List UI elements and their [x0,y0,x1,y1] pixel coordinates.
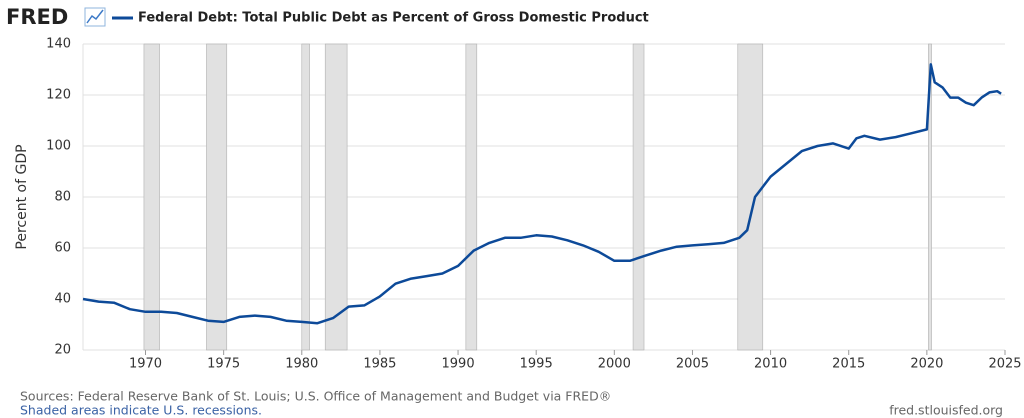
recession [737,43,764,351]
recession [206,43,228,351]
logo: FRED [6,5,68,29]
y-axis-label: Percent of GDP [14,144,30,249]
y-tick-label: 120 [46,88,71,103]
y-tick-label: 80 [54,190,71,205]
y-tick-label: 20 [54,343,71,358]
y-tick-label: 100 [46,139,71,154]
y-tick-label: 140 [46,37,71,52]
x-tick-label: 2005 [676,357,709,372]
y-tick-label: 40 [54,292,71,307]
recession [143,43,160,351]
x-tick-label: 1970 [129,357,162,372]
note: Shaded areas indicate U.S. recessions. [20,403,262,418]
x-tick-label: 2020 [910,357,943,372]
recession [632,43,645,351]
x-tick-label: 2025 [988,357,1021,372]
recession [324,43,348,351]
x-tick-label: 2015 [832,357,865,372]
site: fred.stlouisfed.org [889,403,1003,418]
x-tick-label: 2010 [754,357,787,372]
x-tick-label: 1995 [520,357,553,372]
x-tick-label: 1975 [207,357,240,372]
x-tick-label: 1980 [285,357,318,372]
source: Sources: Federal Reserve Bank of St. Lou… [20,389,611,404]
y-tick-label: 60 [54,241,71,256]
legend-label: Federal Debt: Total Public Debt as Perce… [138,11,649,26]
logo-icon [84,7,106,27]
recession [301,43,310,351]
recession [465,43,478,351]
x-tick-label: 1985 [363,357,396,372]
recession [928,43,932,351]
x-tick-label: 1990 [442,357,475,372]
x-tick-label: 2000 [598,357,631,372]
data-line [82,63,1002,325]
